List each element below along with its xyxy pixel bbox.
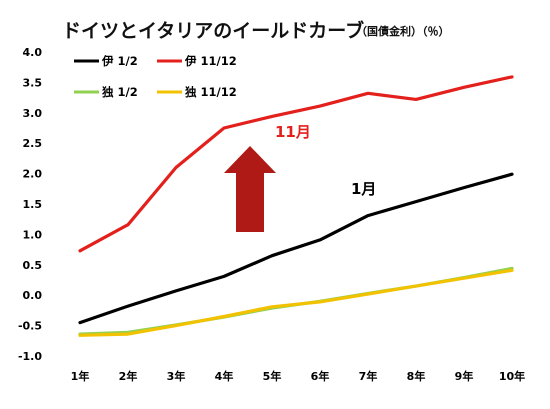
x-tick-label: 3年 — [167, 369, 186, 383]
y-tick-label: 2.5 — [23, 137, 43, 150]
y-tick-label: -1.0 — [18, 350, 42, 363]
x-tick-label: 2年 — [119, 369, 138, 383]
y-tick-label: 0.5 — [23, 259, 43, 272]
y-tick-label: 3.0 — [23, 107, 43, 120]
legend-label: 独 11/12 — [185, 85, 237, 99]
legend-item-de-nov: 独 11/12 — [157, 85, 237, 99]
x-tick-label: 8年 — [407, 369, 426, 383]
x-tick-label: 6年 — [311, 369, 330, 383]
y-tick-label: 3.5 — [23, 76, 43, 89]
up-arrow-icon — [224, 146, 276, 232]
y-tick-label: 4.0 — [23, 46, 43, 59]
legend-label: 独 1/2 — [102, 85, 138, 99]
x-tick-label: 5年 — [263, 369, 282, 383]
legend-item-de-jan: 独 1/2 — [74, 85, 138, 99]
legend-item-it-nov: 伊 11/12 — [157, 54, 237, 68]
y-tick-label: 0.0 — [23, 289, 43, 302]
legend-label: 伊 11/12 — [184, 54, 237, 68]
y-tick-label: 1.5 — [23, 198, 43, 211]
chart-title: ドイツとイタリアのイールドカーブ — [62, 19, 364, 42]
y-axis-tick-labels: 4.0 3.5 3.0 2.5 2.0 1.5 1.0 0.5 0.0 -0.5 -1.0 — [18, 46, 42, 363]
legend-label: 伊 1/2 — [101, 54, 138, 68]
y-tick-label: -0.5 — [18, 320, 42, 333]
x-tick-label: 1年 — [71, 369, 90, 383]
legend: 伊 1/2 伊 11/12 独 1/2 独 11/12 — [74, 54, 237, 99]
legend-item-it-jan: 伊 1/2 — [74, 54, 138, 68]
series-line-1 — [78, 75, 514, 253]
annotation-january: 1月 — [351, 180, 376, 198]
y-tick-label: 2.0 — [23, 168, 43, 181]
x-tick-label: 9年 — [455, 369, 474, 383]
chart-subtitle: （国債金利）（％） — [356, 24, 450, 38]
series-lines — [78, 75, 514, 337]
annotation-november: 11月 — [275, 123, 311, 141]
series-line-0 — [78, 172, 514, 325]
x-tick-label: 7年 — [359, 369, 378, 383]
y-tick-label: 1.0 — [23, 228, 43, 241]
x-axis-tick-labels: 1年 2年 3年 4年 5年 6年 7年 8年 9年 10年 — [71, 369, 525, 383]
x-tick-label: 4年 — [215, 369, 234, 383]
x-tick-label: 10年 — [499, 369, 525, 383]
series-line-3 — [78, 268, 514, 337]
